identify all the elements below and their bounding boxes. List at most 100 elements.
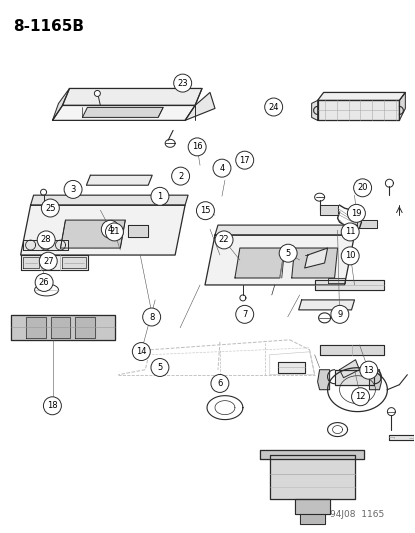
Text: 20: 20 [357,183,368,192]
Text: 15: 15 [200,206,211,215]
Circle shape [174,74,192,92]
Polygon shape [21,255,88,270]
Polygon shape [334,370,374,385]
Circle shape [341,247,359,265]
Text: 4: 4 [220,164,225,173]
Circle shape [236,151,254,169]
Polygon shape [315,280,384,290]
Text: 22: 22 [219,236,229,245]
Polygon shape [63,88,202,106]
Polygon shape [61,220,125,248]
Text: 14: 14 [136,347,146,356]
Circle shape [35,273,53,292]
Text: 12: 12 [355,392,366,401]
Polygon shape [11,315,115,340]
Circle shape [39,252,57,270]
Polygon shape [270,455,354,499]
Text: 9: 9 [337,310,342,319]
Text: 5: 5 [157,363,163,372]
Circle shape [279,244,297,262]
Text: 6: 6 [217,379,222,388]
Polygon shape [260,449,364,459]
Text: 27: 27 [43,257,54,265]
Circle shape [215,231,233,249]
Polygon shape [235,248,285,278]
Circle shape [352,388,369,406]
Circle shape [360,361,378,379]
Text: 18: 18 [47,401,58,410]
Circle shape [64,181,82,198]
Polygon shape [369,370,381,390]
Polygon shape [317,370,330,390]
Polygon shape [76,317,95,338]
Polygon shape [300,514,325,524]
Text: 4: 4 [107,225,113,234]
Text: 3: 3 [71,185,76,194]
Circle shape [347,204,365,222]
Polygon shape [312,100,317,120]
Text: 16: 16 [192,142,203,151]
Polygon shape [205,235,354,285]
Polygon shape [295,499,330,514]
Polygon shape [292,248,337,278]
Text: 8: 8 [149,312,154,321]
Circle shape [151,359,169,376]
Polygon shape [399,92,405,120]
Polygon shape [320,205,337,215]
Text: 2: 2 [178,172,183,181]
Circle shape [188,138,206,156]
Circle shape [44,397,61,415]
Circle shape [143,308,161,326]
Polygon shape [278,362,305,373]
Text: 13: 13 [364,366,374,375]
Text: 17: 17 [239,156,250,165]
Polygon shape [53,88,69,120]
Text: 8-1165B: 8-1165B [12,19,84,34]
Circle shape [341,223,359,241]
Circle shape [42,199,59,217]
Circle shape [265,98,283,116]
Polygon shape [299,300,354,310]
Circle shape [151,188,169,205]
Circle shape [236,305,254,324]
Circle shape [211,375,229,392]
Polygon shape [21,205,185,255]
Text: 19: 19 [351,209,361,218]
Polygon shape [320,345,384,355]
Text: 28: 28 [41,236,51,245]
Polygon shape [389,434,414,440]
Polygon shape [26,317,46,338]
Text: 21: 21 [109,228,120,237]
Polygon shape [53,106,195,120]
Circle shape [37,231,55,249]
Polygon shape [317,92,405,100]
Polygon shape [83,108,163,117]
Polygon shape [86,175,152,185]
Circle shape [101,220,119,238]
Polygon shape [23,257,39,268]
Polygon shape [305,248,327,268]
Text: 25: 25 [45,204,56,213]
Text: 23: 23 [177,78,188,87]
Circle shape [331,305,349,324]
Polygon shape [63,257,86,268]
Text: 10: 10 [345,252,355,260]
Text: 11: 11 [345,228,355,237]
Polygon shape [317,100,399,120]
Circle shape [172,167,190,185]
Polygon shape [31,195,188,205]
Polygon shape [357,220,377,228]
Circle shape [196,201,215,220]
Text: 5: 5 [286,249,291,258]
Polygon shape [339,360,359,378]
Polygon shape [51,317,71,338]
Text: 24: 24 [269,102,279,111]
Polygon shape [23,240,68,250]
Polygon shape [128,225,148,237]
Polygon shape [128,225,148,237]
Text: 26: 26 [39,278,49,287]
Circle shape [132,343,150,360]
Circle shape [105,223,123,241]
Text: 7: 7 [242,310,247,319]
Polygon shape [185,92,215,120]
